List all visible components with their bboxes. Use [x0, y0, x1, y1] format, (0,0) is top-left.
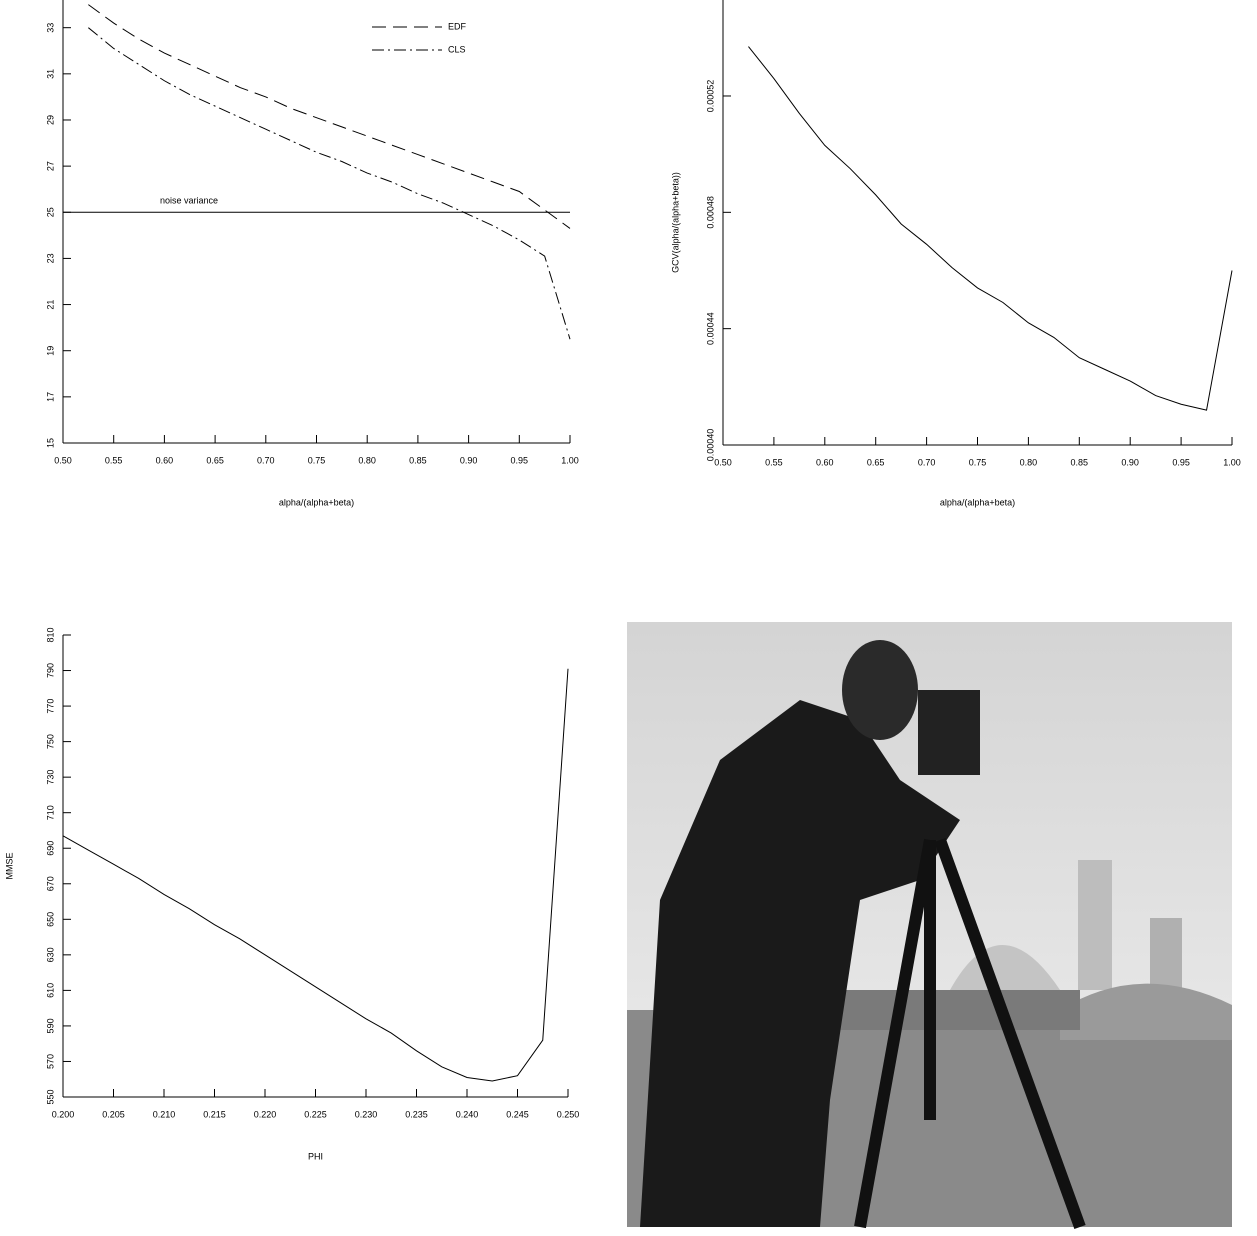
- x-tick-label: 0.75: [308, 455, 326, 465]
- x-tick-label: 0.55: [105, 455, 123, 465]
- y-tick-label: 33: [45, 23, 55, 33]
- x-tick-label: 0.245: [506, 1109, 529, 1119]
- y-tick-label: 31: [45, 69, 55, 79]
- y-axis-label: MMSE: [4, 853, 14, 880]
- x-tick-label: 0.85: [409, 455, 427, 465]
- x-tick-label: 0.65: [867, 457, 885, 467]
- y-tick-label: 0.00052: [705, 80, 715, 113]
- x-tick-label: 0.70: [918, 457, 936, 467]
- y-tick-label: 17: [45, 392, 55, 402]
- x-tick-label: 0.230: [355, 1109, 378, 1119]
- line: [748, 47, 1232, 411]
- y-tick-label: 15: [45, 438, 55, 448]
- x-tick-label: 0.235: [405, 1109, 428, 1119]
- x-tick-label: 0.60: [816, 457, 834, 467]
- x-tick-label: 0.200: [52, 1109, 75, 1119]
- x-axis-label: PHI: [308, 1151, 323, 1161]
- x-tick-label: 0.90: [460, 455, 478, 465]
- y-tick-label: 810: [45, 627, 55, 642]
- chart: 0.200 0.205 0.210 0.215 0.220 0.225 0.230 0.235…: [4, 627, 579, 1161]
- x-tick-label: 0.210: [153, 1109, 176, 1119]
- x-tick-label: 0.50: [714, 457, 732, 467]
- page: {"chart_data": [ {"type": "line", "xlabe…: [0, 0, 1257, 1236]
- y-tick-label: 0.00040: [705, 429, 715, 462]
- x-tick-label: 0.65: [206, 455, 224, 465]
- y-tick-label: 570: [45, 1054, 55, 1069]
- x-tick-label: 1.00: [561, 455, 579, 465]
- y-tick-label: 27: [45, 161, 55, 171]
- y-tick-label: 21: [45, 300, 55, 310]
- line: [63, 669, 568, 1081]
- y-tick-label: 690: [45, 841, 55, 856]
- x-tick-label: 0.50: [54, 455, 72, 465]
- x-tick-label: 0.80: [358, 455, 376, 465]
- y-tick-label: 650: [45, 912, 55, 927]
- chart: 0.50 0.55 0.60 0.65 0.70 0.75 0.80 0.85 0.90 0.95…: [670, 0, 1240, 507]
- x-tick-label: 0.225: [304, 1109, 327, 1119]
- reference-label: noise variance: [160, 196, 218, 206]
- figure: 0.50 0.55 0.60 0.65 0.70 0.75 0.80 0.85 0.90 0.95…: [0, 0, 1257, 1231]
- x-tick-label: 0.90: [1121, 457, 1139, 467]
- chart: 0.50 0.55 0.60 0.65 0.70 0.75 0.80 0.85 0.90 0.95…: [45, 0, 578, 507]
- x-axis-label: alpha/(alpha+beta): [940, 497, 1015, 507]
- y-tick-label: 19: [45, 346, 55, 356]
- x-tick-label: 0.80: [1020, 457, 1038, 467]
- y-tick-label: 730: [45, 770, 55, 785]
- y-tick-label: 590: [45, 1018, 55, 1033]
- photo: [627, 622, 1232, 1227]
- x-axis-label: alpha/(alpha+beta): [279, 497, 354, 507]
- y-tick-label: 750: [45, 734, 55, 749]
- x-tick-label: 0.240: [456, 1109, 479, 1119]
- y-tick-label: 770: [45, 699, 55, 714]
- x-tick-label: 0.205: [102, 1109, 125, 1119]
- x-tick-label: 0.70: [257, 455, 275, 465]
- y-tick-label: 630: [45, 947, 55, 962]
- y-tick-label: 710: [45, 805, 55, 820]
- x-tick-label: 0.95: [1172, 457, 1190, 467]
- y-axis-label: GCV(alpha/(alpha+beta)): [670, 172, 680, 273]
- y-tick-label: 0.00048: [705, 196, 715, 229]
- legend-label: EDF: [448, 21, 467, 31]
- y-tick-label: 29: [45, 115, 55, 125]
- x-tick-label: 0.220: [254, 1109, 277, 1119]
- x-tick-label: 0.60: [156, 455, 174, 465]
- y-tick-label: 0.00044: [705, 312, 715, 345]
- x-tick-label: 0.75: [969, 457, 987, 467]
- x-tick-label: 1.00: [1223, 457, 1241, 467]
- y-tick-label: 25: [45, 207, 55, 217]
- x-tick-label: 0.85: [1071, 457, 1089, 467]
- x-tick-label: 0.95: [511, 455, 529, 465]
- x-tick-label: 0.55: [765, 457, 783, 467]
- x-tick-label: 0.215: [203, 1109, 226, 1119]
- y-tick-label: 790: [45, 663, 55, 678]
- y-tick-label: 670: [45, 876, 55, 891]
- x-tick-label: 0.250: [557, 1109, 580, 1119]
- y-tick-label: 550: [45, 1089, 55, 1104]
- y-tick-label: 23: [45, 253, 55, 263]
- y-tick-label: 610: [45, 983, 55, 998]
- legend-label: CLS: [448, 44, 466, 54]
